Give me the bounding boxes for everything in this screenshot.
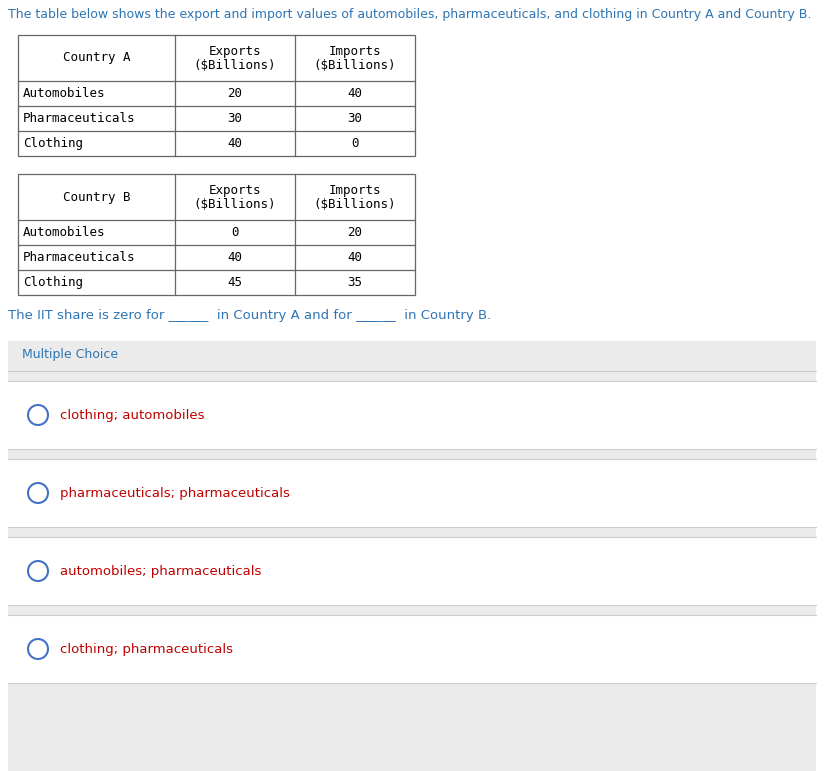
Text: 40: 40 [227,251,242,264]
Text: Pharmaceuticals: Pharmaceuticals [23,112,135,125]
Text: 30: 30 [227,112,242,125]
Text: automobiles; pharmaceuticals: automobiles; pharmaceuticals [60,564,261,577]
Text: 0: 0 [351,137,358,150]
Text: Clothing: Clothing [23,276,83,289]
Bar [18,174,415,295]
Bar [8,459,816,527]
Text: 40: 40 [348,87,363,100]
Text: Clothing: Clothing [23,137,83,150]
Text: Exports: Exports [208,184,261,197]
Text: ($Billions): ($Billions) [194,59,276,72]
Bar [8,537,816,605]
Text: 20: 20 [348,226,363,239]
Text: Exports: Exports [208,45,261,58]
Text: 20: 20 [227,87,242,100]
Text: 35: 35 [348,276,363,289]
Text: clothing; pharmaceuticals: clothing; pharmaceuticals [60,642,233,655]
Bar [8,341,816,771]
Text: Pharmaceuticals: Pharmaceuticals [23,251,135,264]
Bar [8,381,816,449]
Text: The table below shows the export and import values of automobiles, pharmaceutica: The table below shows the export and imp… [8,8,812,21]
Text: Country A: Country A [63,52,130,65]
Text: 30: 30 [348,112,363,125]
Text: The IIT share is zero for ______  in Country A and for ______  in Country B.: The IIT share is zero for ______ in Coun… [8,309,491,322]
Text: 40: 40 [227,137,242,150]
Text: Automobiles: Automobiles [23,226,105,239]
Text: 45: 45 [227,276,242,289]
Text: ($Billions): ($Billions) [314,59,396,72]
Text: Automobiles: Automobiles [23,87,105,100]
Text: Imports: Imports [329,184,382,197]
Text: pharmaceuticals; pharmaceuticals: pharmaceuticals; pharmaceuticals [60,487,290,500]
Text: Multiple Choice: Multiple Choice [22,348,118,361]
Text: Country B: Country B [63,190,130,204]
Text: 40: 40 [348,251,363,264]
Text: ($Billions): ($Billions) [194,198,276,211]
Text: 0: 0 [232,226,239,239]
Text: ($Billions): ($Billions) [314,198,396,211]
Text: Imports: Imports [329,45,382,58]
Bar [8,615,816,683]
Text: clothing; automobiles: clothing; automobiles [60,409,204,422]
Bar [18,35,415,156]
